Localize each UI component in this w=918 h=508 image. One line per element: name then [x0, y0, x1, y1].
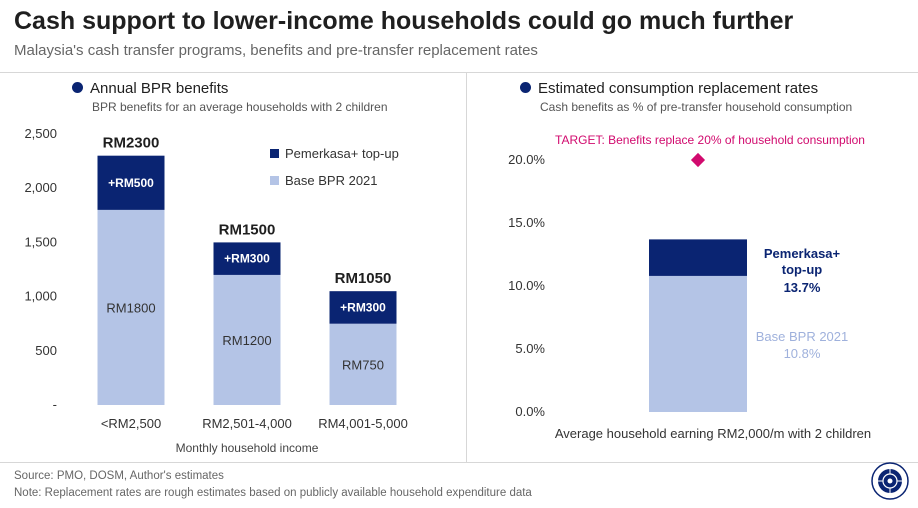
institute-seal-icon — [871, 462, 909, 500]
right-panel-title: Estimated consumption replacement rates — [520, 80, 818, 97]
footnote: Note: Replacement rates are rough estima… — [14, 487, 532, 499]
replacement-rate-chart: 0.0% 5.0% 10.0% 15.0% 20.0% TARGET: Benefits … — [508, 133, 871, 441]
top-divider — [0, 72, 918, 73]
data-label-total: RM2300 — [103, 135, 160, 152]
target-label: TARGET: Benefits replace 20% of househol… — [555, 133, 865, 147]
legend-label-base: Base BPR 2021 — [285, 173, 378, 188]
y-tick-label: 1,000 — [24, 289, 57, 304]
data-label-base: RM750 — [342, 357, 384, 372]
bar-topup — [97, 155, 165, 210]
target-diamond-marker — [690, 152, 706, 168]
y-tick-label: 0.0% — [515, 404, 545, 419]
bar-base-bpr — [649, 275, 747, 412]
data-label-total: RM1050 — [335, 270, 392, 287]
bar-topup — [213, 242, 281, 275]
x-tick-label: RM4,001-5,000 — [318, 416, 408, 431]
legend-swatch-topup — [270, 149, 279, 158]
x-axis-label: Monthly household income — [176, 441, 319, 455]
bar-topup — [649, 239, 747, 276]
x-tick-label: RM2,501-4,000 — [202, 416, 292, 431]
page-subtitle: Malaysia's cash transfer programs, benef… — [14, 42, 538, 59]
bar-base-bpr — [213, 274, 281, 405]
annotation-base: Base BPR 2021 — [756, 329, 849, 344]
left-panel-subtitle: BPR benefits for an average households w… — [92, 100, 388, 114]
data-label-base: RM1200 — [222, 333, 271, 348]
y-tick-label: 20.0% — [508, 152, 545, 167]
bullet-dot-icon — [72, 82, 83, 93]
data-label-total: RM1500 — [219, 221, 276, 238]
y-tick-label: 10.0% — [508, 278, 545, 293]
legend-label-topup: Pemerkasa+ top-up — [285, 146, 399, 161]
annotation-base: 10.8% — [784, 346, 821, 361]
y-tick-label: 1,500 — [24, 234, 57, 249]
data-label-topup: +RM300 — [224, 252, 270, 266]
annotation-topup: 13.7% — [784, 280, 821, 295]
y-tick-label: - — [53, 397, 57, 412]
panel-divider — [466, 72, 467, 462]
bar-base-bpr — [329, 323, 397, 405]
data-label-topup: +RM300 — [340, 300, 386, 314]
data-label-base: RM1800 — [106, 300, 155, 315]
right-panel-subtitle: Cash benefits as % of pre-transfer house… — [540, 100, 853, 114]
x-tick-label: <RM2,500 — [101, 416, 161, 431]
y-tick-label: 15.0% — [508, 215, 545, 230]
y-tick-label: 5.0% — [515, 341, 545, 356]
legend-swatch-base — [270, 176, 279, 185]
bar-base-bpr — [97, 209, 165, 405]
x-tick-label: Average household earning RM2,000/m with… — [555, 426, 871, 441]
y-tick-label: 2,000 — [24, 180, 57, 195]
source-note: Source: PMO, DOSM, Author's estimates — [14, 470, 224, 482]
bpr-benefits-chart: - 500 1,000 1,500 2,000 2,500 RM1800 +RM500 RM23… — [24, 126, 408, 455]
bottom-divider — [0, 462, 918, 463]
annotation-topup: top-up — [782, 262, 822, 277]
data-label-topup: +RM500 — [108, 176, 154, 190]
bar-topup — [329, 291, 397, 324]
bullet-dot-icon — [520, 82, 531, 93]
left-panel-title: Annual BPR benefits — [72, 80, 228, 97]
y-tick-label: 500 — [35, 343, 57, 358]
page-title: Cash support to lower-income households … — [14, 7, 794, 35]
y-tick-label: 2,500 — [24, 126, 57, 141]
annotation-topup: Pemerkasa+ — [764, 246, 841, 261]
